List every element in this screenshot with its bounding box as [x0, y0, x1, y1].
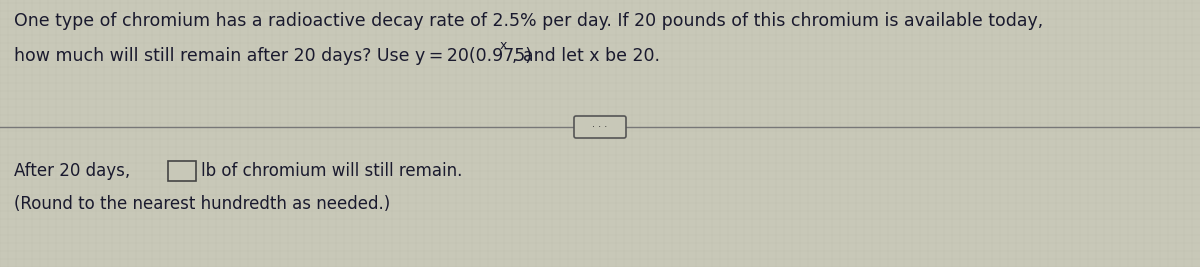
Text: · · ·: · · · [593, 122, 607, 132]
Text: After 20 days,: After 20 days, [14, 162, 131, 180]
Text: (Round to the nearest hundredth as needed.): (Round to the nearest hundredth as neede… [14, 195, 390, 213]
Bar [168, 161, 196, 181]
Text: lb of chromium will still remain.: lb of chromium will still remain. [202, 162, 462, 180]
Text: , and let x be 20.: , and let x be 20. [512, 47, 660, 65]
Text: One type of chromium has a radioactive decay rate of 2.5% per day. If 20 pounds : One type of chromium has a radioactive d… [14, 12, 1043, 30]
Text: how much will still remain after 20 days? Use y = 20(0.975): how much will still remain after 20 days… [14, 47, 532, 65]
Text: x: x [500, 39, 508, 52]
FancyBboxPatch shape [574, 116, 626, 138]
